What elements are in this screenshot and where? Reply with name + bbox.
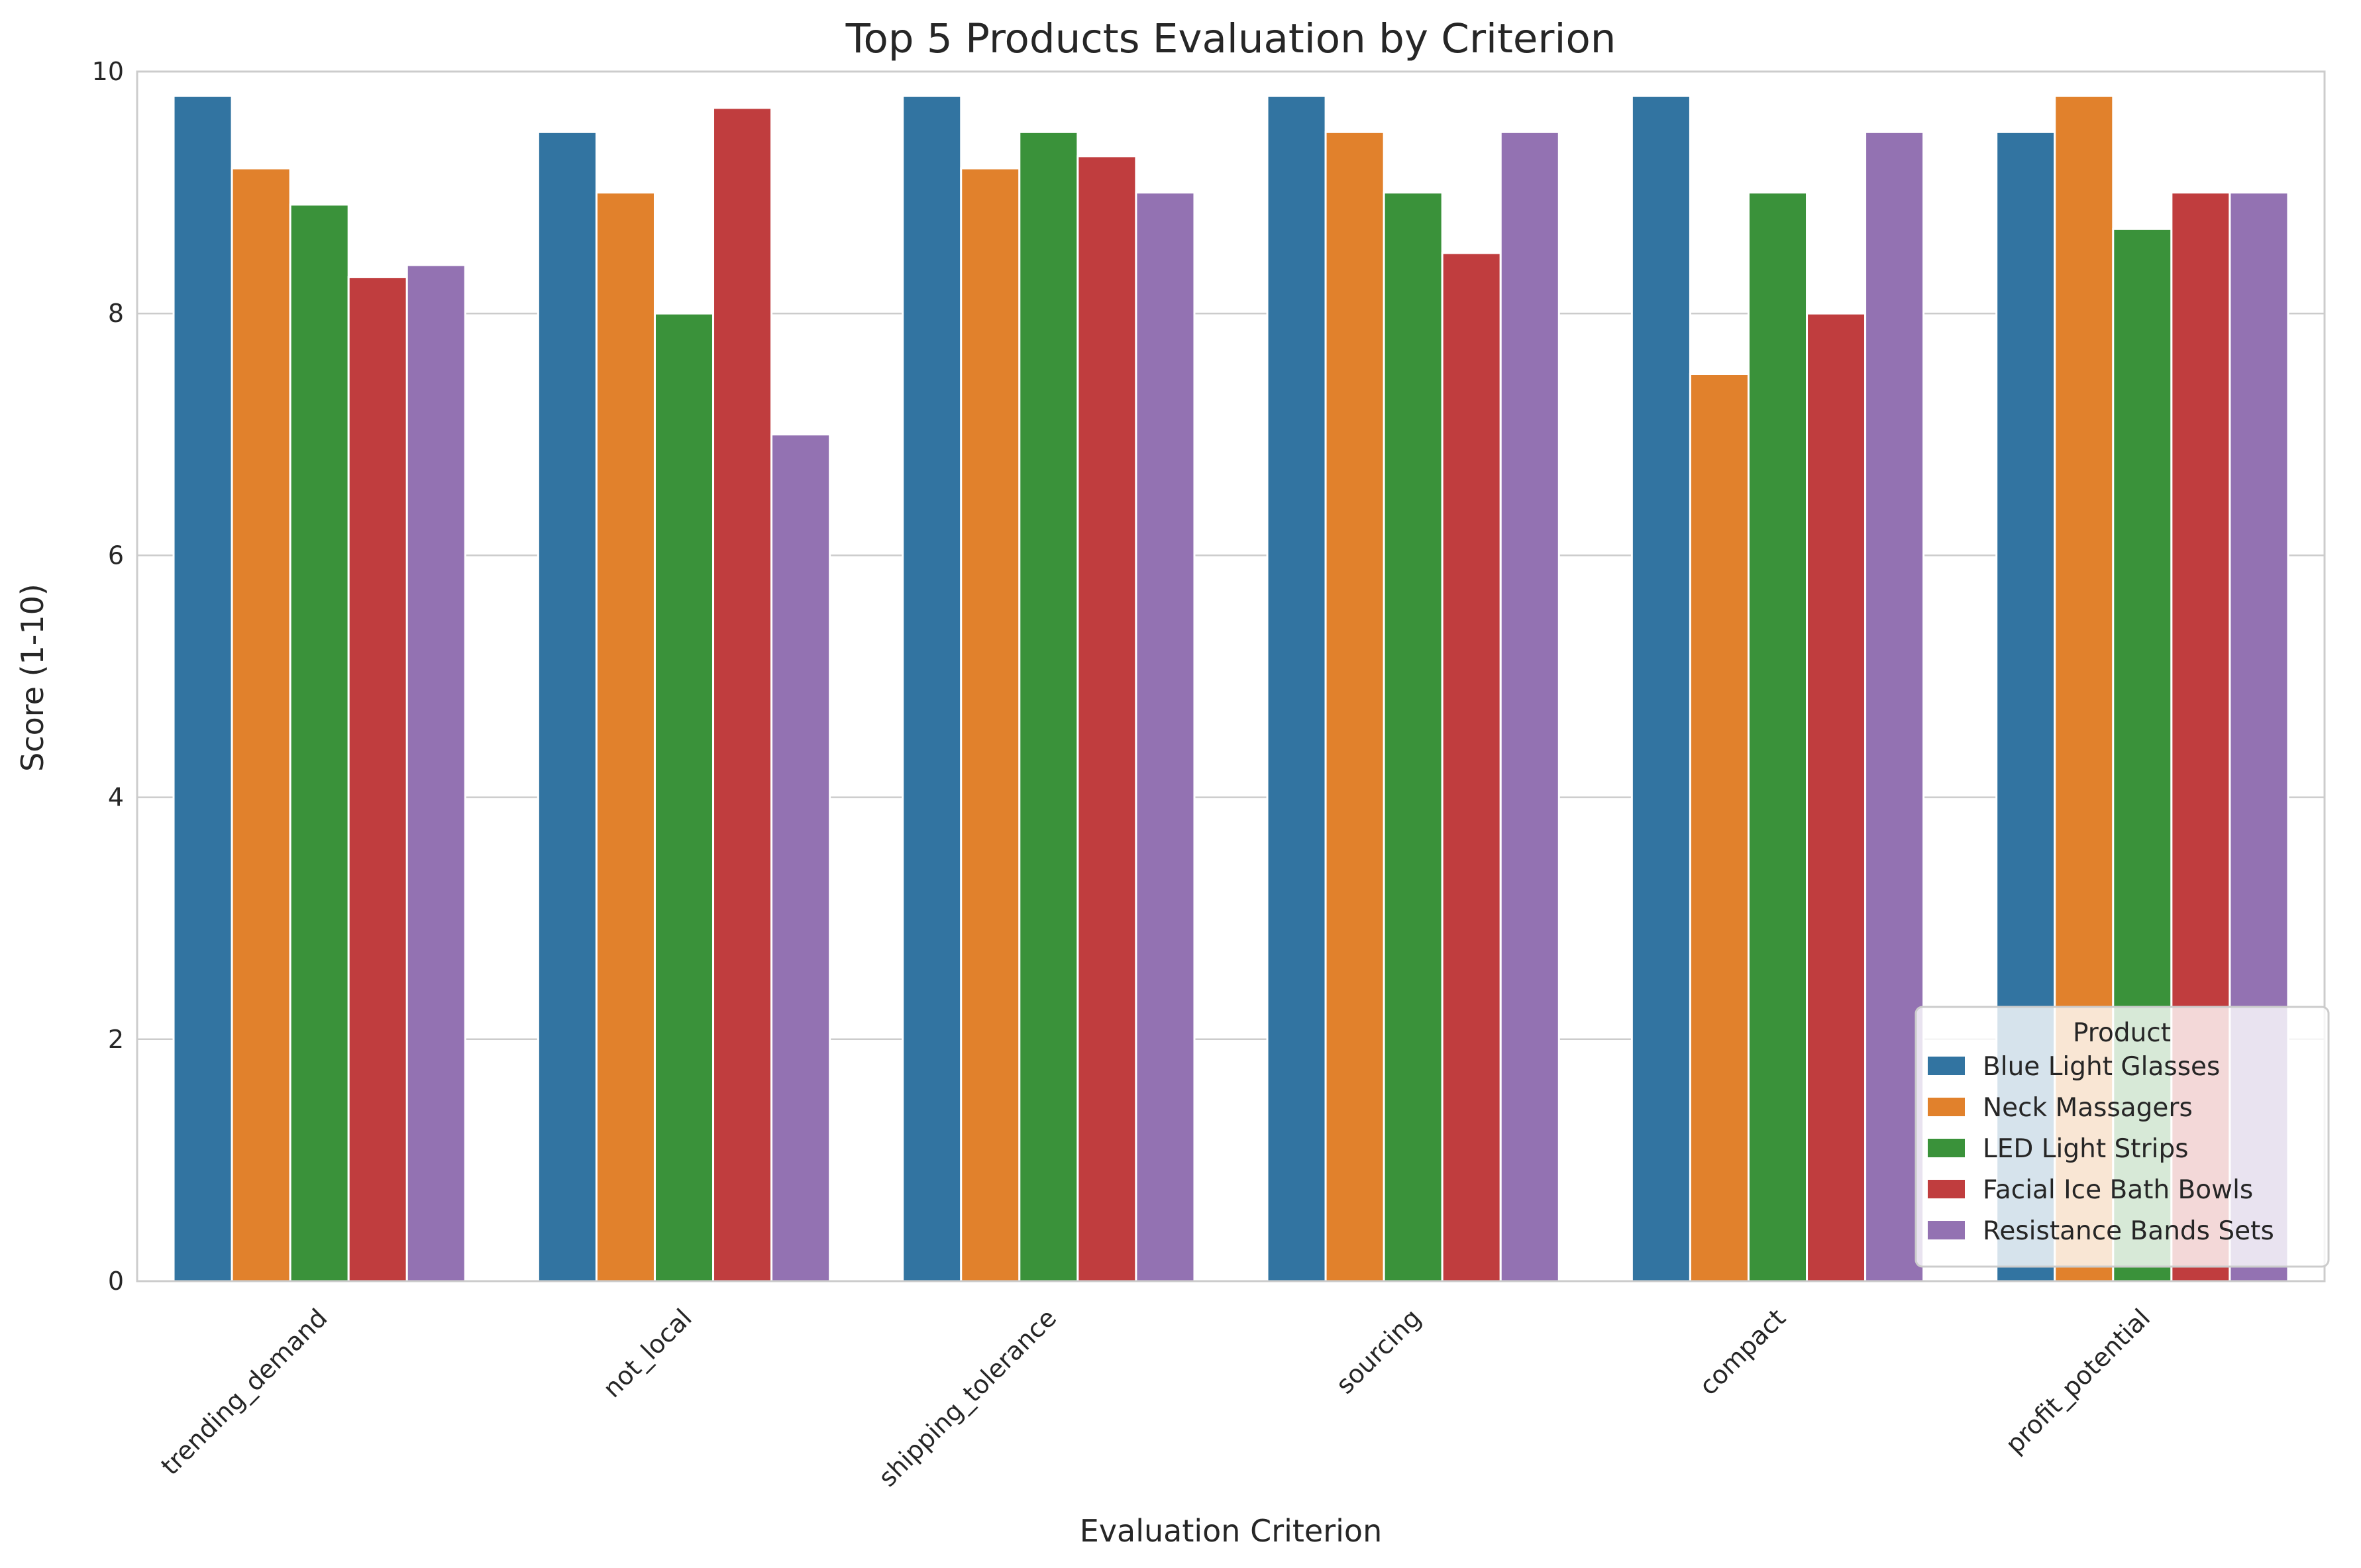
y-tick-label: 6 <box>108 541 124 570</box>
legend: Product Blue Light Glasses Neck Massagers… <box>1915 1006 2330 1268</box>
legend-items: Blue Light Glasses Neck Massagers LED Ligh… <box>1928 1052 2274 1246</box>
bar <box>172 95 233 1282</box>
y-tick-labels: 0 2 4 6 8 10 <box>92 57 124 1296</box>
bar <box>1324 131 1385 1282</box>
bar <box>595 191 656 1282</box>
bar <box>1864 131 1925 1282</box>
bar <box>289 203 350 1282</box>
y-tick-label: 2 <box>108 1025 124 1054</box>
bar <box>1266 95 1327 1282</box>
bar <box>1383 191 1443 1282</box>
bar <box>1135 191 1196 1282</box>
bar <box>712 107 773 1282</box>
plot-frame <box>136 70 2326 1282</box>
bar <box>405 264 466 1282</box>
bar <box>1689 373 1750 1282</box>
legend-item-label: Neck Massagers <box>1983 1093 2193 1123</box>
bar <box>1441 252 1502 1282</box>
bar <box>902 95 963 1282</box>
legend-item-label: Facial Ice Bath Bowls <box>1983 1175 2253 1205</box>
bar <box>1806 312 1867 1282</box>
bar <box>653 312 715 1282</box>
legend-swatch <box>1928 1098 1965 1116</box>
legend-swatch <box>1928 1139 1965 1157</box>
bar <box>770 433 831 1282</box>
y-tick-label: 10 <box>92 57 124 86</box>
bar <box>1630 95 1691 1282</box>
bar <box>1747 191 1809 1282</box>
bar <box>1076 155 1137 1282</box>
bar <box>1499 131 1560 1282</box>
legend-title: Product <box>2073 1018 2171 1048</box>
legend-item-label: LED Light Strips <box>1983 1134 2189 1164</box>
bar <box>960 167 1021 1282</box>
y-tick-label: 8 <box>108 299 124 328</box>
bar <box>231 167 291 1282</box>
x-axis-label: Evaluation Criterion <box>1080 1513 1382 1549</box>
legend-swatch <box>1928 1221 1965 1239</box>
legend-item-label: Blue Light Glasses <box>1983 1052 2220 1082</box>
legend-item-label: Resistance Bands Sets <box>1983 1216 2274 1246</box>
bar <box>1018 131 1079 1282</box>
y-axis-label: Score (1-10) <box>15 584 50 772</box>
legend-box <box>1915 1006 2330 1268</box>
legend-swatch <box>1928 1057 1965 1075</box>
y-tick-label: 0 <box>108 1267 124 1296</box>
legend-swatch <box>1928 1180 1965 1198</box>
bar <box>347 276 408 1282</box>
chart-title: Top 5 Products Evaluation by Criterion <box>845 15 1616 62</box>
y-tick-label: 4 <box>108 783 124 812</box>
bar <box>537 131 598 1282</box>
